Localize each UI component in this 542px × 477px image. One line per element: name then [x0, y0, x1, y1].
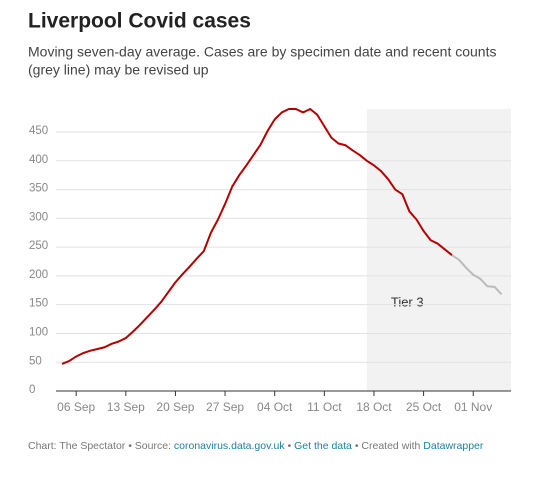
y-tick-label: 100 — [29, 326, 48, 338]
x-tick-label: 13 Sep — [107, 400, 145, 414]
annotation: Tier 3 — [391, 294, 424, 309]
footer-text: Chart: The Spectator • Source: — [28, 440, 174, 452]
x-tick-label: 04 Oct — [257, 400, 293, 414]
footer-text: • Created with — [352, 440, 423, 452]
x-tick-label: 18 Oct — [356, 400, 392, 414]
x-tick-label: 27 Sep — [206, 400, 244, 414]
y-tick-label: 150 — [29, 298, 48, 310]
x-tick-label: 01 Nov — [454, 400, 492, 414]
y-tick-label: 50 — [29, 355, 42, 367]
series-line — [451, 254, 503, 296]
datawrapper-link[interactable]: Datawrapper — [423, 440, 484, 452]
y-tick-label: 0 — [29, 384, 35, 396]
y-tick-label: 250 — [29, 240, 48, 252]
tier-shade — [366, 109, 511, 391]
x-tick-label: 11 Oct — [307, 400, 342, 414]
series-line — [61, 108, 453, 365]
subtitle: (grey line) may be revised up — [28, 62, 209, 78]
chart-title: Liverpool Covid cases — [28, 10, 251, 33]
y-tick-label: 350 — [29, 183, 48, 195]
subtitle: Moving seven-day average. Cases are by s… — [28, 44, 497, 60]
y-tick-label: 300 — [29, 211, 48, 223]
x-tick-label: 25 Oct — [406, 400, 442, 414]
footer: Chart: The Spectator • Source: coronavir… — [28, 440, 484, 452]
x-tick-label: 20 Sep — [156, 400, 194, 414]
y-tick-label: 400 — [29, 154, 48, 166]
y-tick-label: 450 — [29, 125, 48, 137]
x-tick-label: 06 Sep — [57, 400, 95, 414]
footer-text: • — [285, 440, 295, 452]
y-tick-label: 200 — [29, 269, 48, 281]
data-link[interactable]: Get the data — [294, 440, 352, 452]
source-link[interactable]: coronavirus.data.gov.uk — [174, 440, 285, 452]
